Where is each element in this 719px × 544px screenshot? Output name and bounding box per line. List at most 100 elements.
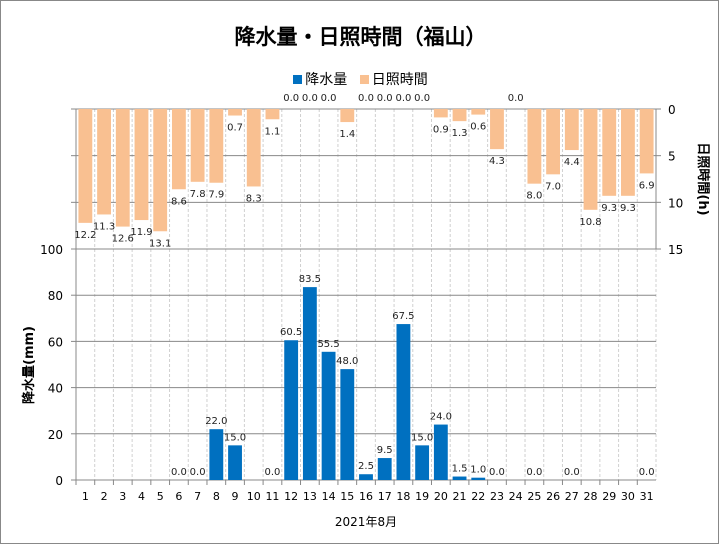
sunshine-bar bbox=[452, 109, 467, 122]
sunshine-data-label: 11.3 bbox=[93, 221, 115, 232]
rain-bar bbox=[209, 429, 224, 480]
rain-data-label: 22.0 bbox=[205, 416, 227, 427]
sunshine-data-label: 0.0 bbox=[377, 93, 393, 104]
sunshine-bar bbox=[228, 109, 242, 116]
sunshine-data-label: 8.6 bbox=[171, 196, 187, 207]
rain-data-label: 0.0 bbox=[564, 467, 580, 478]
legend-item-rain: 降水量 bbox=[293, 69, 347, 89]
rain-bar bbox=[415, 445, 430, 480]
sunshine-data-label: 0.0 bbox=[358, 93, 374, 104]
x-axis-title: 2021年8月 bbox=[335, 515, 397, 529]
x-tick-label: 3 bbox=[119, 490, 126, 503]
rain-data-label: 55.5 bbox=[317, 339, 339, 350]
x-tick-label: 7 bbox=[194, 490, 201, 503]
sunshine-data-label: 4.3 bbox=[489, 156, 505, 167]
sunshine-data-label: 0.9 bbox=[433, 124, 449, 135]
x-tick-label: 4 bbox=[138, 490, 145, 503]
sunshine-bar bbox=[340, 109, 355, 123]
sunshine-bar bbox=[583, 109, 598, 210]
sunshine-bar bbox=[471, 109, 486, 115]
x-tick-label: 21 bbox=[453, 490, 467, 503]
sunshine-data-label: 0.0 bbox=[414, 93, 430, 104]
x-tick-label: 20 bbox=[434, 490, 448, 503]
x-tick-label: 28 bbox=[584, 490, 598, 503]
right-axis-title: 日照時間(h) bbox=[695, 142, 711, 215]
sunshine-data-label: 11.9 bbox=[130, 227, 152, 238]
legend-swatch-sun bbox=[359, 75, 369, 84]
sunshine-bar bbox=[564, 109, 579, 151]
legend-item-sun: 日照時間 bbox=[359, 69, 428, 89]
x-tick-label: 26 bbox=[546, 490, 560, 503]
sunshine-data-label: 9.3 bbox=[620, 203, 636, 214]
x-tick-label: 31 bbox=[640, 490, 654, 503]
rain-bar bbox=[359, 474, 373, 480]
sunshine-bar bbox=[115, 109, 130, 227]
rain-data-label: 15.0 bbox=[224, 432, 246, 443]
x-tick-label: 9 bbox=[232, 490, 239, 503]
sunshine-data-label: 0.0 bbox=[302, 93, 318, 104]
sunshine-bar bbox=[621, 109, 635, 196]
left-axis-title: 降水量(mm) bbox=[21, 326, 37, 404]
x-tick-label: 22 bbox=[471, 490, 485, 503]
sunshine-bar bbox=[190, 109, 205, 182]
sunshine-data-label: 13.1 bbox=[149, 238, 171, 249]
rain-bar bbox=[377, 458, 392, 480]
sunshine-data-label: 12.2 bbox=[74, 230, 96, 241]
x-tick-label: 2 bbox=[101, 490, 108, 503]
rain-bar bbox=[340, 369, 355, 480]
sunshine-data-label: 7.8 bbox=[190, 189, 206, 200]
right-tick-label: 0 bbox=[668, 103, 676, 117]
x-tick-label: 18 bbox=[396, 490, 410, 503]
rain-data-label: 0.0 bbox=[526, 467, 542, 478]
sunshine-bar bbox=[527, 109, 542, 184]
sunshine-data-label: 0.0 bbox=[283, 93, 299, 104]
sunshine-bar bbox=[602, 109, 617, 196]
x-tick-label: 16 bbox=[359, 490, 373, 503]
x-tick-label: 12 bbox=[284, 490, 298, 503]
rain-data-label: 0.0 bbox=[171, 467, 187, 478]
sunshine-data-label: 9.3 bbox=[601, 203, 617, 214]
right-tick-label: 15 bbox=[668, 243, 683, 257]
x-tick-label: 10 bbox=[247, 490, 261, 503]
rain-data-label: 24.0 bbox=[430, 412, 452, 423]
rain-data-label: 9.5 bbox=[377, 445, 393, 456]
rain-data-label: 0.0 bbox=[264, 467, 280, 478]
legend-label-rain: 降水量 bbox=[305, 72, 348, 88]
rain-data-label: 2.5 bbox=[358, 461, 374, 472]
right-tick-label: 10 bbox=[668, 196, 683, 210]
rain-bar bbox=[396, 324, 411, 480]
x-tick-label: 8 bbox=[213, 490, 220, 503]
rain-bar bbox=[228, 445, 242, 480]
sunshine-bar bbox=[97, 109, 111, 215]
legend: 降水量 日照時間 bbox=[1, 69, 718, 89]
x-tick-label: 14 bbox=[322, 490, 336, 503]
sunshine-bar bbox=[546, 109, 561, 175]
left-tick-label: 20 bbox=[48, 428, 63, 442]
sunshine-bar bbox=[639, 109, 654, 174]
sunshine-data-label: 7.0 bbox=[545, 181, 561, 192]
sunshine-data-label: 10.8 bbox=[579, 217, 601, 228]
x-tick-label: 11 bbox=[265, 490, 279, 503]
rain-bar bbox=[284, 340, 299, 480]
left-tick-label: 80 bbox=[48, 289, 63, 303]
x-tick-label: 23 bbox=[490, 490, 504, 503]
sunshine-data-label: 7.9 bbox=[208, 190, 224, 201]
sunshine-data-label: 4.4 bbox=[564, 157, 580, 168]
rain-data-label: 0.0 bbox=[489, 467, 505, 478]
sunshine-bar bbox=[171, 109, 186, 190]
sunshine-bar bbox=[246, 109, 261, 187]
x-tick-label: 17 bbox=[378, 490, 392, 503]
x-tick-label: 24 bbox=[509, 490, 523, 503]
rain-data-label: 1.5 bbox=[452, 464, 468, 475]
sunshine-bar bbox=[265, 109, 280, 120]
legend-label-sun: 日照時間 bbox=[371, 72, 428, 88]
x-tick-label: 25 bbox=[527, 490, 541, 503]
sunshine-data-label: 1.3 bbox=[452, 128, 468, 139]
rain-data-label: 48.0 bbox=[336, 356, 358, 367]
rain-data-label: 15.0 bbox=[411, 432, 433, 443]
sunshine-bar bbox=[153, 109, 168, 232]
sunshine-data-label: 8.3 bbox=[246, 193, 262, 204]
rain-data-label: 1.0 bbox=[470, 465, 486, 476]
